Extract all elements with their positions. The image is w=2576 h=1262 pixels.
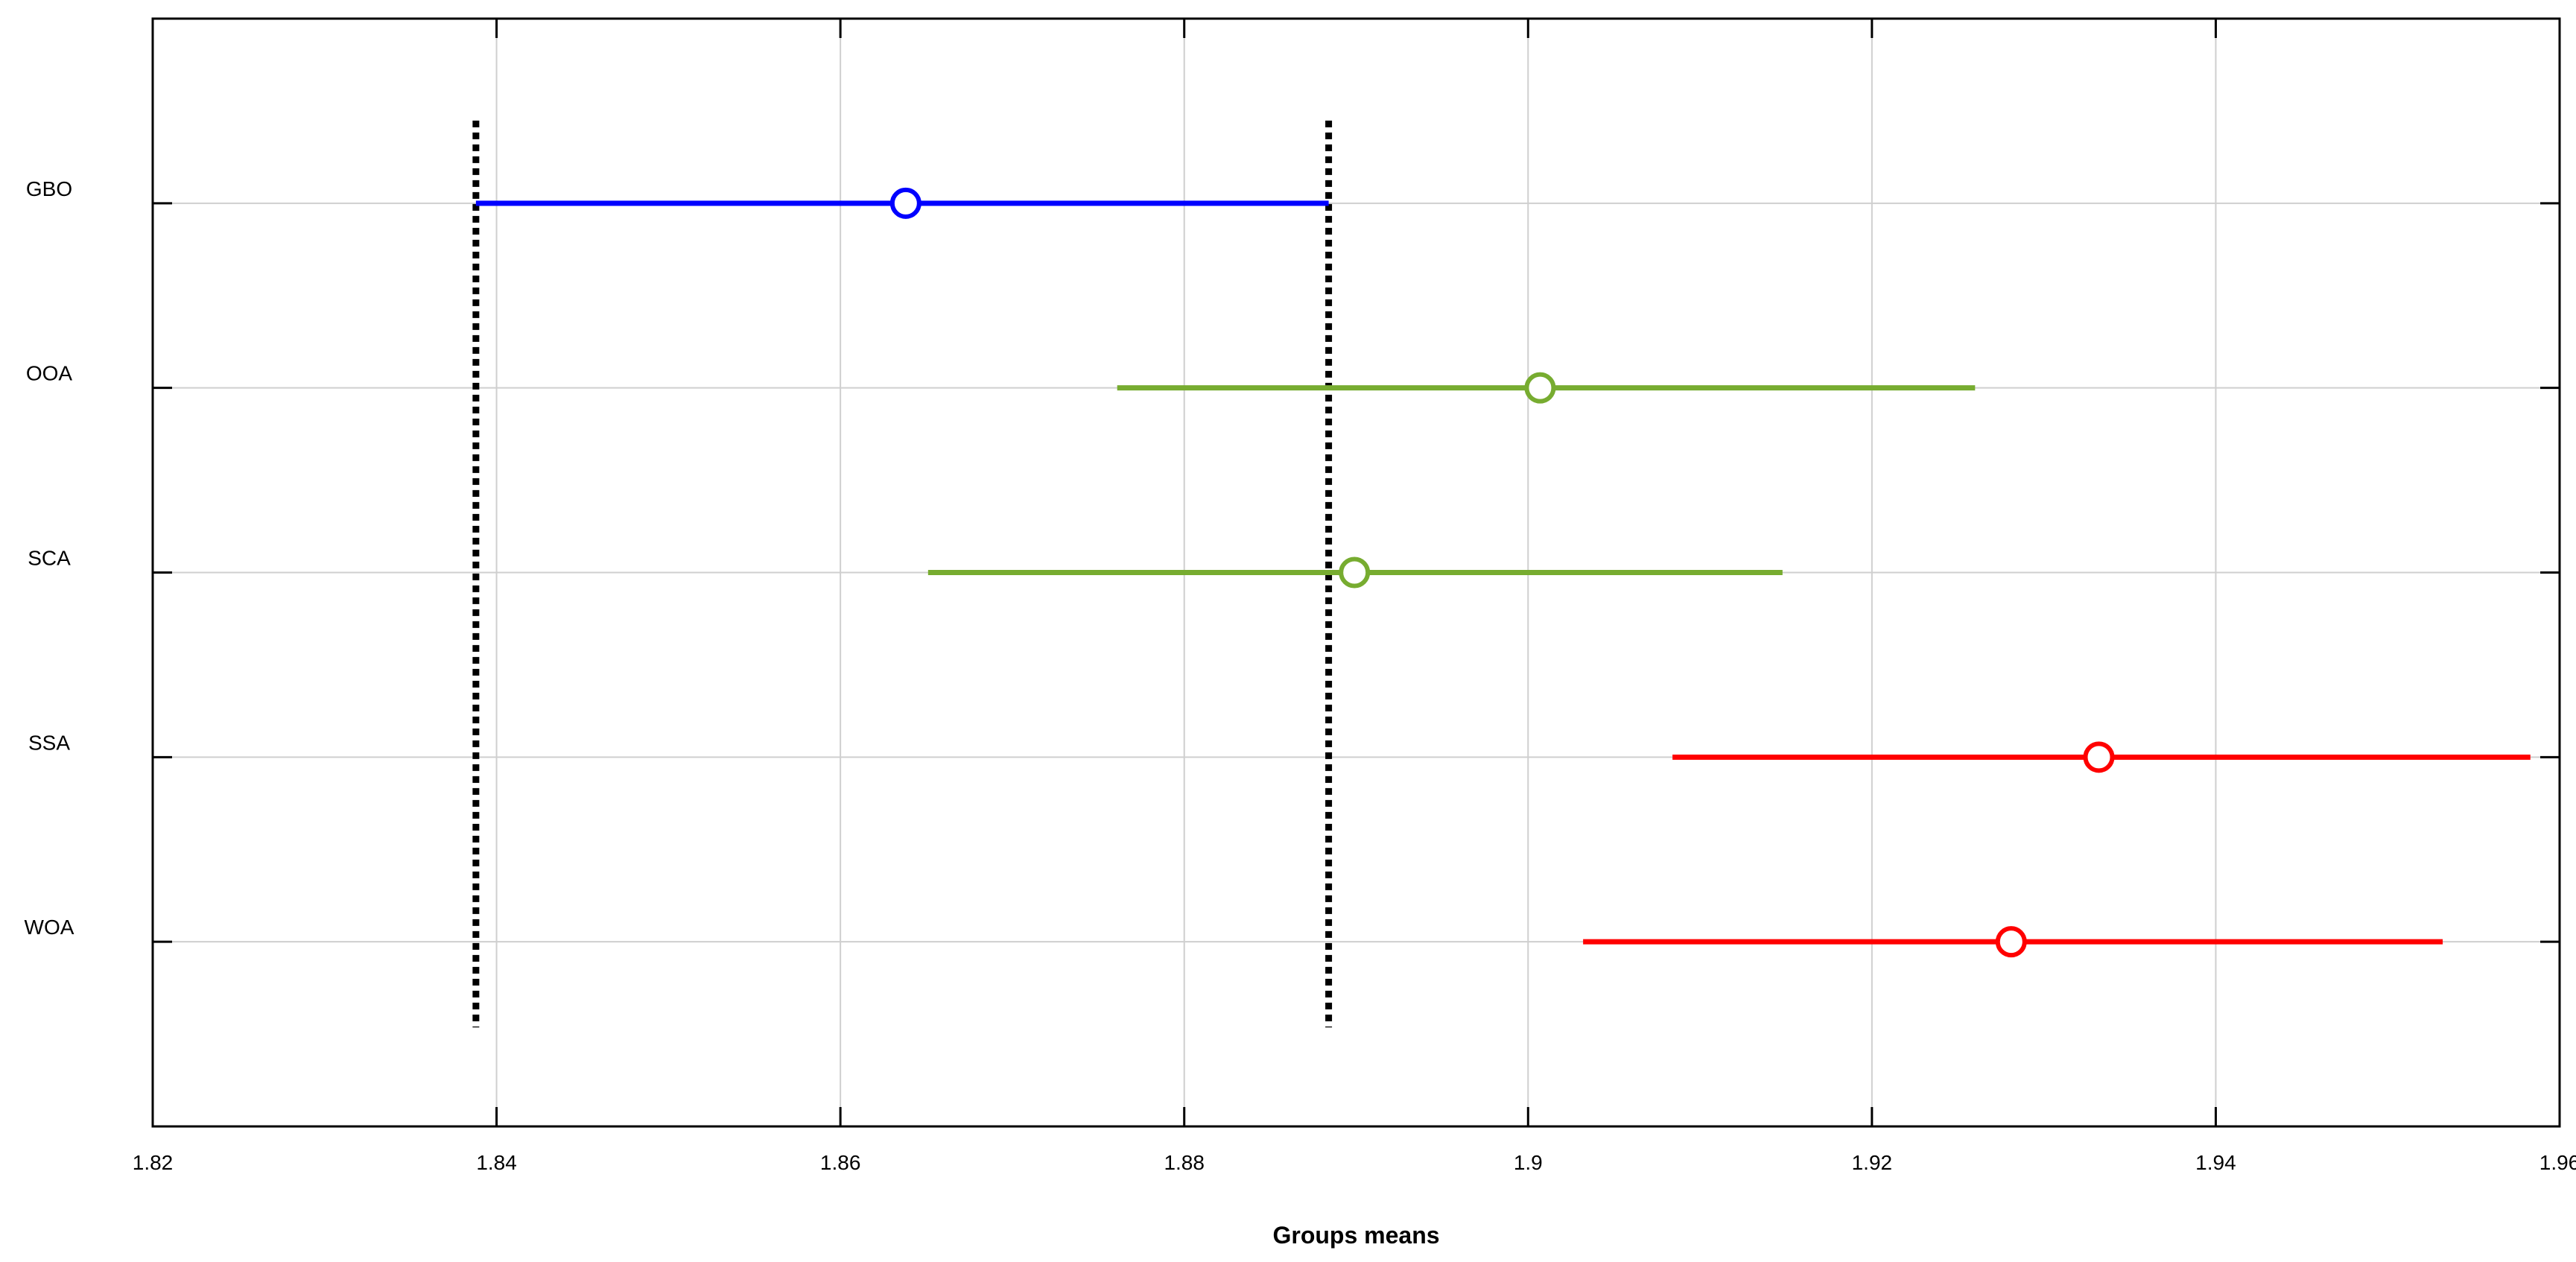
x-axis-title: Groups means (1272, 1222, 1439, 1249)
category-label: SSA (28, 731, 70, 754)
mean-marker (1524, 372, 1556, 404)
x-tick-label: 1.94 (2195, 1151, 2236, 1174)
mean-marker (1995, 926, 2027, 958)
category-label: GBO (26, 177, 72, 200)
x-tick-label: 1.86 (820, 1151, 861, 1174)
mean-marker (889, 187, 921, 219)
mean-marker (1339, 557, 1371, 589)
x-tick-label: 1.92 (1852, 1151, 1893, 1174)
category-labels: GBO OOA SCA SSA WOA (25, 177, 74, 939)
mean-marker (2083, 741, 2115, 773)
category-label: SCA (28, 547, 71, 570)
category-label: OOA (26, 362, 73, 385)
x-tick-label: 1.9 (1514, 1151, 1543, 1174)
x-tick-label: 1.82 (133, 1151, 174, 1174)
category-label: WOA (25, 916, 74, 939)
x-tick-label: 1.96 (2539, 1151, 2576, 1174)
x-tick-label: 1.88 (1164, 1151, 1205, 1174)
x-tick-label: 1.84 (476, 1151, 517, 1174)
x-tick-labels: 1.82 1.84 1.86 1.88 1.9 1.92 1.94 1.96 (133, 1151, 2576, 1174)
interval-series (475, 187, 2531, 958)
axis-ticks (151, 19, 2561, 1126)
